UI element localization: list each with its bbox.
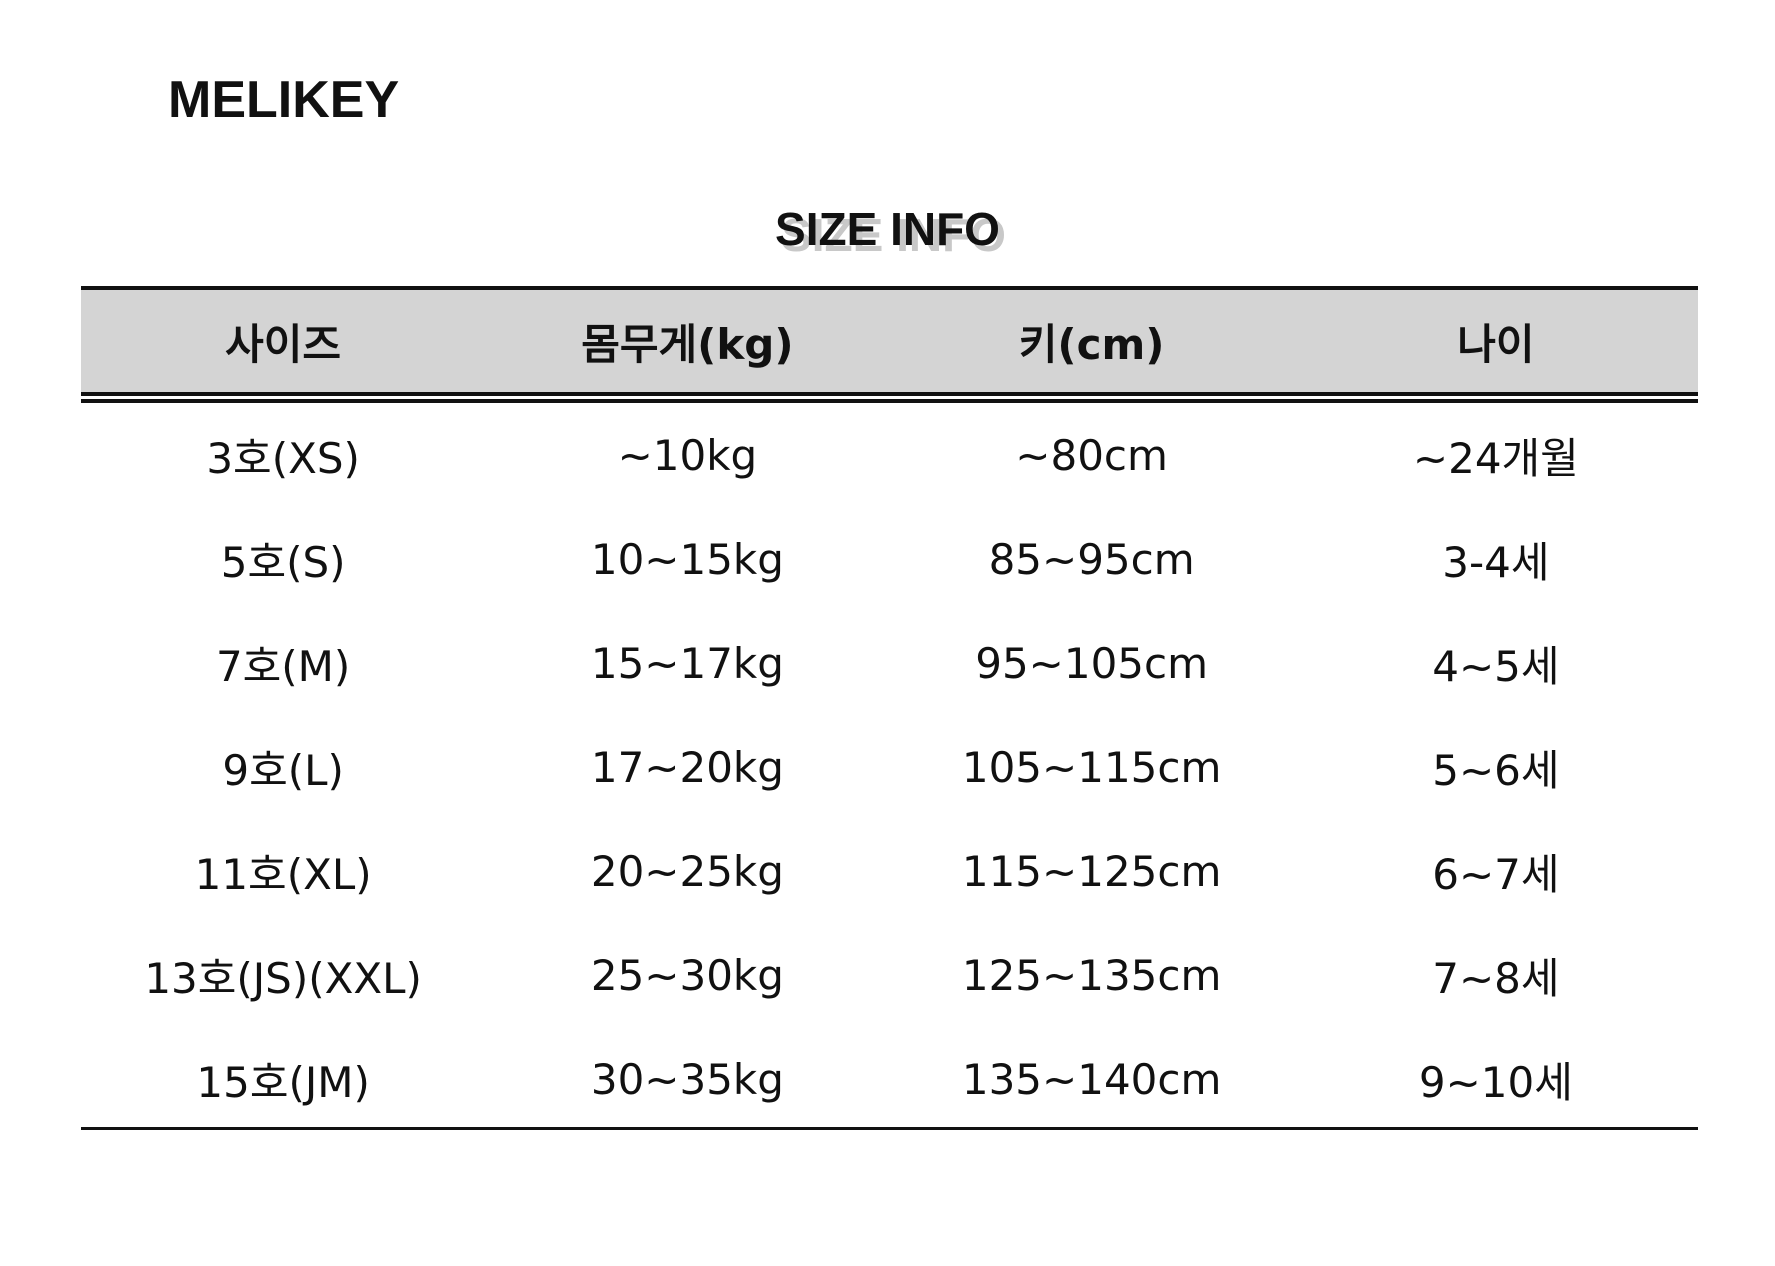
- cell-age: 7~8세: [1432, 953, 1560, 1003]
- cell-weight: 15~17kg: [590, 638, 784, 688]
- page-title: SIZE INFO: [775, 203, 1000, 255]
- table-row: 15호(JM) 30~35kg 135~140cm 9~10세: [81, 1027, 1698, 1131]
- table-top-rule: [81, 286, 1698, 290]
- header-weight: 몸무게(kg): [581, 319, 794, 369]
- header-size: 사이즈: [225, 319, 342, 369]
- cell-height: ~80cm: [1015, 430, 1168, 480]
- table-row: 11호(XL) 20~25kg 115~125cm 6~7세: [81, 819, 1698, 923]
- cell-age: 3-4세: [1442, 537, 1550, 587]
- cell-size: 9호(L): [222, 745, 344, 795]
- size-table: 사이즈 몸무게(kg) 키(cm) 나이 3호(XS) ~10kg ~80cm ~24…: [81, 286, 1698, 1130]
- cell-weight: ~10kg: [617, 430, 758, 480]
- cell-height: 95~105cm: [975, 638, 1209, 688]
- table-row: 13호(JS)(XXL) 25~30kg 125~135cm 7~8세: [81, 923, 1698, 1027]
- cell-height: 135~140cm: [961, 1054, 1222, 1104]
- table-row: 7호(M) 15~17kg 95~105cm 4~5세: [81, 611, 1698, 715]
- header-age: 나이: [1457, 319, 1535, 369]
- table-row: 5호(S) 10~15kg 85~95cm 3-4세: [81, 507, 1698, 611]
- cell-height: 115~125cm: [961, 846, 1222, 896]
- header-rule: [81, 399, 1698, 403]
- cell-age: 9~10세: [1418, 1057, 1573, 1107]
- cell-size: 15호(JM): [196, 1057, 370, 1107]
- table-row: 3호(XS) ~10kg ~80cm ~24개월: [81, 403, 1698, 507]
- cell-age: ~24개월: [1412, 433, 1579, 483]
- cell-height: 105~115cm: [961, 742, 1222, 792]
- table-header: 사이즈 몸무게(kg) 키(cm) 나이: [81, 290, 1698, 392]
- cell-age: 4~5세: [1432, 641, 1560, 691]
- table-bottom-rule: [81, 1127, 1698, 1130]
- cell-size: 7호(M): [215, 641, 351, 691]
- cell-age: 6~7세: [1432, 849, 1560, 899]
- cell-height: 125~135cm: [961, 950, 1222, 1000]
- cell-weight: 30~35kg: [590, 1054, 784, 1104]
- header-rule: [81, 392, 1698, 396]
- header-height: 키(cm): [1018, 319, 1165, 369]
- table-row: 9호(L) 17~20kg 105~115cm 5~6세: [81, 715, 1698, 819]
- brand-logo-text: MELIKEY: [168, 71, 400, 129]
- cell-weight: 25~30kg: [590, 950, 784, 1000]
- cell-size: 11호(XL): [194, 849, 372, 899]
- cell-weight: 17~20kg: [590, 742, 784, 792]
- cell-size: 3호(XS): [206, 433, 360, 483]
- cell-weight: 20~25kg: [590, 846, 784, 896]
- cell-weight: 10~15kg: [590, 534, 784, 584]
- cell-size: 13호(JS)(XXL): [144, 953, 422, 1003]
- table-body: 3호(XS) ~10kg ~80cm ~24개월 5호(S) 10~15kg 85~95cm…: [81, 403, 1698, 1131]
- cell-height: 85~95cm: [988, 534, 1195, 584]
- cell-age: 5~6세: [1432, 745, 1560, 795]
- cell-size: 5호(S): [220, 537, 346, 587]
